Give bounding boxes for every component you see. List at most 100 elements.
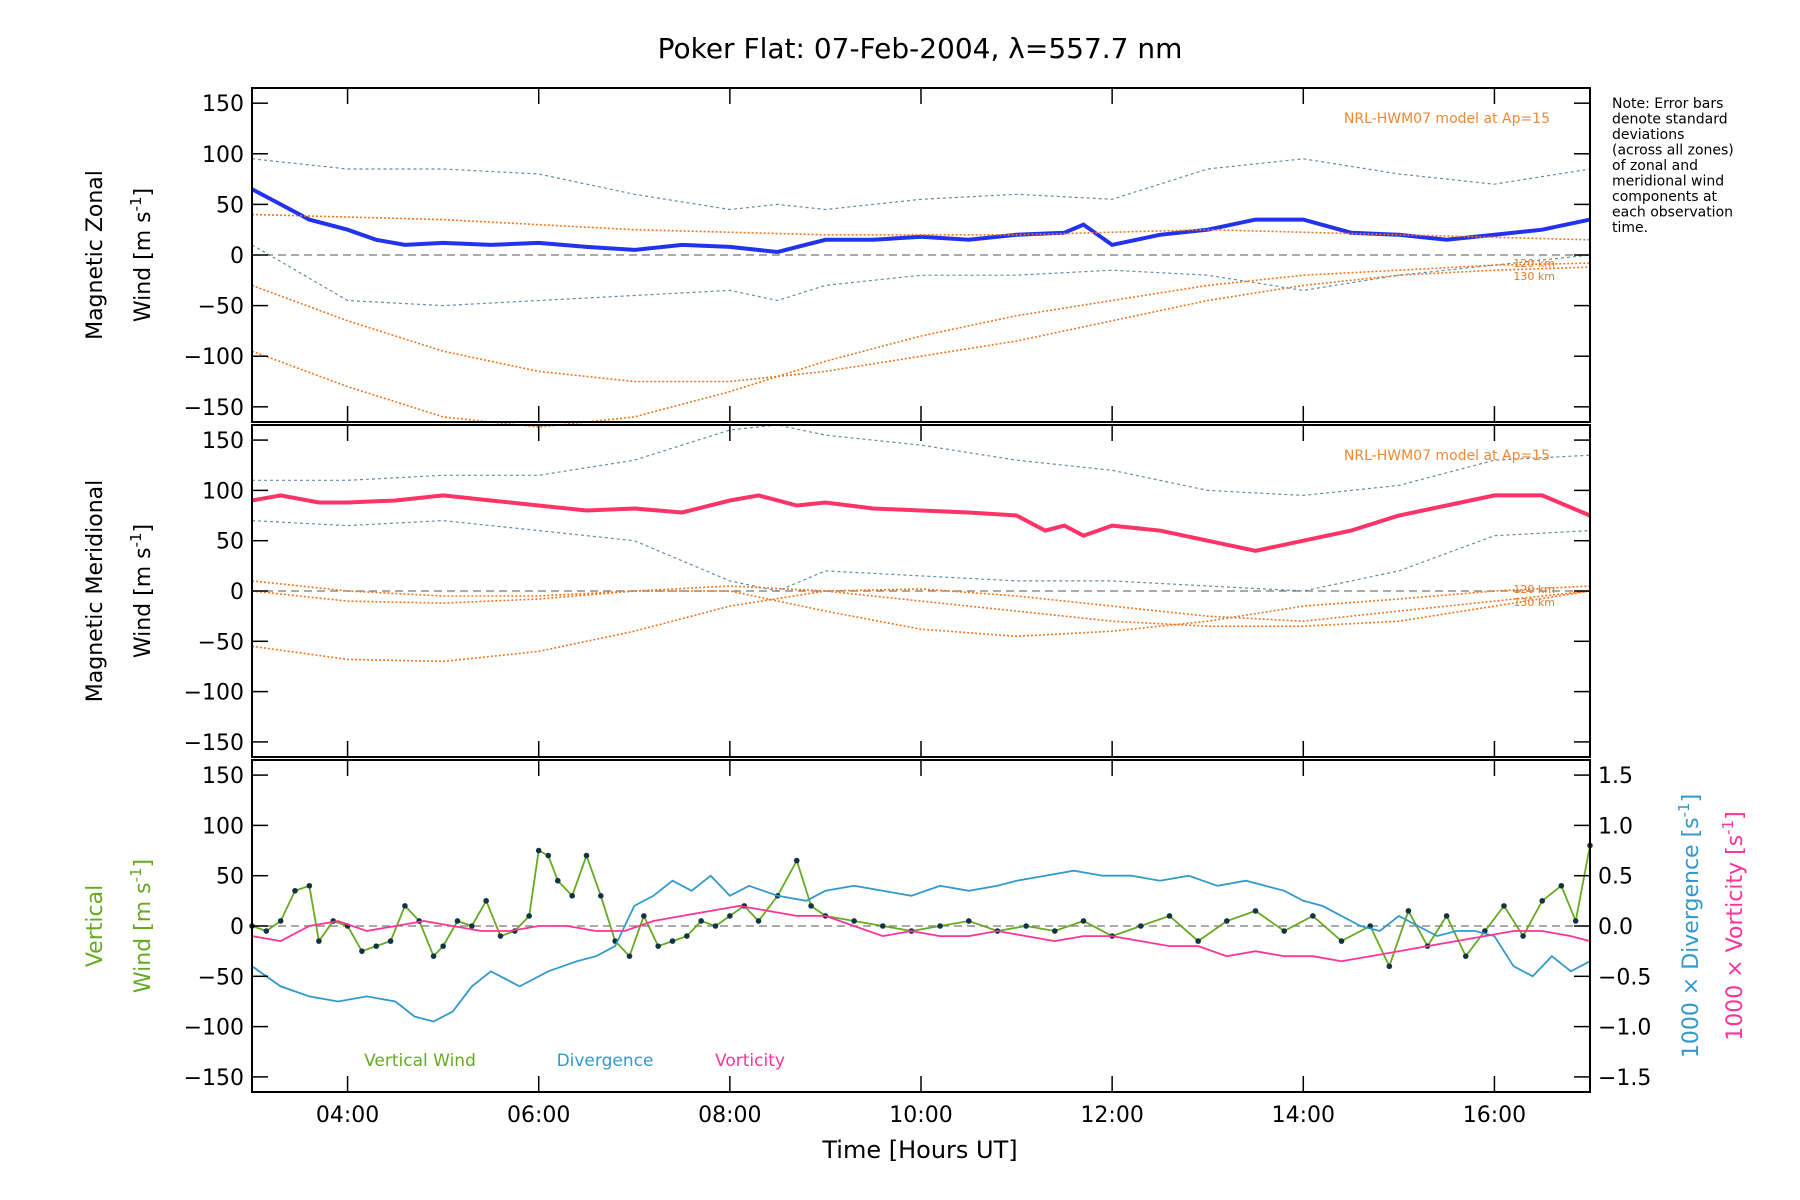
y-axis-label-line1: Magnetic Meridional [83, 480, 108, 702]
vertical-wind-point [641, 913, 647, 919]
series-mean-magnetic-meridional-wind [251, 493, 1591, 553]
note-line: meridional wind [1612, 174, 1724, 190]
y-axis-label-line2: Wind [m s-1] [127, 859, 156, 993]
y-tick-label: 0 [230, 915, 244, 940]
series-mean-magnetic-zonal-wind [251, 187, 1591, 255]
series-vertical-wind [251, 845, 1591, 969]
y2-tick-label: 0.5 [1598, 865, 1633, 890]
series-meridional-wind-error-bar-lower [251, 519, 1591, 592]
vertical-wind-point [755, 918, 762, 924]
model-label: NRL-HWM07 model at Ap=15 [1344, 111, 1550, 127]
vertical-wind-point [1572, 918, 1579, 924]
y2-axis-label-vorticity: 1000 × Vorticity [s-1] [1719, 811, 1748, 1040]
vertical-wind-point [535, 847, 542, 854]
vertical-wind-point [1443, 913, 1450, 919]
y-tick-label: 150 [202, 92, 244, 117]
vertical-wind-point [684, 933, 690, 939]
legend-item: Vertical Wind [364, 1051, 476, 1071]
vertical-wind-point [1138, 923, 1144, 929]
panel-meridional: 150 100 50 0 −50 −100 −150 Magnetic Meridional W… [83, 424, 1591, 758]
vertical-wind-point [1281, 928, 1287, 934]
note-line: (across all zones) [1612, 143, 1734, 159]
vertical-wind-point [1310, 913, 1316, 919]
model-altitude-label: 120 km [1513, 583, 1555, 596]
vertical-wind-point [373, 943, 380, 949]
x-tick-label: 04:00 [316, 1103, 379, 1128]
x-axis-label: Time [Hours UT] [821, 1136, 1017, 1164]
vertical-wind-point [1338, 938, 1345, 944]
note-line: time. [1612, 220, 1648, 236]
y2-tick-label: 0.0 [1598, 915, 1633, 940]
y-tick-label: −50 [198, 965, 244, 990]
y-tick-label: 50 [216, 193, 244, 218]
vertical-wind-point [569, 893, 575, 899]
vertical-wind-point [263, 928, 270, 934]
note-line: deviations [1612, 127, 1684, 143]
vertical-wind-point [712, 923, 719, 929]
vertical-wind-point [306, 882, 313, 889]
vertical-wind-point [808, 903, 814, 909]
vertical-wind-point [1539, 898, 1546, 904]
vertical-wind-point [965, 918, 972, 924]
vertical-wind-point [292, 887, 298, 894]
y2-tick-label: −1.0 [1598, 1016, 1651, 1041]
series-nrl-hwm07-130-km [251, 580, 1591, 627]
x-tick-label: 16:00 [1463, 1103, 1526, 1128]
vertical-wind-point [626, 953, 633, 959]
chart-title: Poker Flat: 07-Feb-2004, λ=557.7 nm [658, 32, 1183, 65]
vertical-wind-point [1195, 938, 1201, 944]
vertical-wind-point [430, 953, 437, 959]
vertical-wind-point [669, 938, 676, 944]
y-tick-label: −150 [184, 396, 244, 421]
y-tick-label: −100 [184, 345, 244, 370]
vertical-wind-point [727, 913, 733, 919]
y-axis-label-line2: Wind [m s-1] [127, 188, 156, 322]
y-tick-label: 0 [230, 244, 244, 269]
vertical-wind-point [497, 933, 504, 939]
y-axis-label-line1: Vertical [83, 885, 108, 967]
y-tick-label: −150 [184, 731, 244, 756]
y-tick-label: 50 [216, 865, 244, 890]
series-meridional-wind-error-bar-upper [252, 424, 1591, 497]
y2-tick-label: −0.5 [1598, 965, 1651, 990]
vertical-wind-point [1386, 963, 1393, 970]
vertical-wind-point [937, 923, 943, 929]
series-vorticity [251, 904, 1591, 963]
y2-tick-label: −1.5 [1598, 1066, 1651, 1091]
y-tick-label: 0 [230, 580, 244, 605]
vertical-wind-point [1166, 913, 1173, 919]
vertical-wind-point [402, 903, 408, 909]
x-tick-label: 10:00 [889, 1103, 952, 1128]
y2-axis-label-divergence: 1000 × Divergence [s-1] [1675, 794, 1704, 1058]
vertical-wind-point [277, 918, 284, 924]
vertical-wind-point [440, 943, 446, 949]
model-altitude-label: 130 km [1513, 596, 1555, 609]
x-tick-label: 06:00 [507, 1103, 570, 1128]
vertical-wind-point [1558, 882, 1565, 889]
y-tick-label: 50 [216, 530, 244, 555]
series-nrl-hwm07-120-km [251, 266, 1591, 383]
vertical-wind-point [1405, 908, 1412, 914]
y-tick-label: −150 [184, 1066, 244, 1091]
vertical-wind-point [469, 923, 475, 929]
vertical-wind-point [359, 948, 365, 954]
series-zonal-wind-error-bar-lower [251, 244, 1591, 307]
legend-item: Divergence [557, 1051, 654, 1071]
y-tick-label: −50 [198, 295, 244, 320]
y-tick-label: 100 [202, 479, 244, 504]
y-tick-label: 150 [202, 429, 244, 454]
note-line: components at [1612, 189, 1718, 205]
model-altitude-label: 130 km [1513, 270, 1555, 283]
model-label: NRL-HWM07 model at Ap=15 [1344, 448, 1550, 464]
y-axis-label-line2: Wind [m s-1] [127, 524, 156, 658]
note-line: denote standard [1612, 112, 1728, 128]
vertical-wind-point [655, 943, 661, 949]
note-line: of zonal and [1612, 158, 1698, 174]
panel-vertical: 150 100 50 0 −50 −100 −150 04:00 06:00 08:00 10:00… [83, 759, 1748, 1128]
vertical-wind-point [483, 898, 489, 904]
vertical-wind-point [1023, 923, 1029, 929]
y-tick-label: 100 [202, 143, 244, 168]
y-tick-label: 150 [202, 764, 244, 789]
